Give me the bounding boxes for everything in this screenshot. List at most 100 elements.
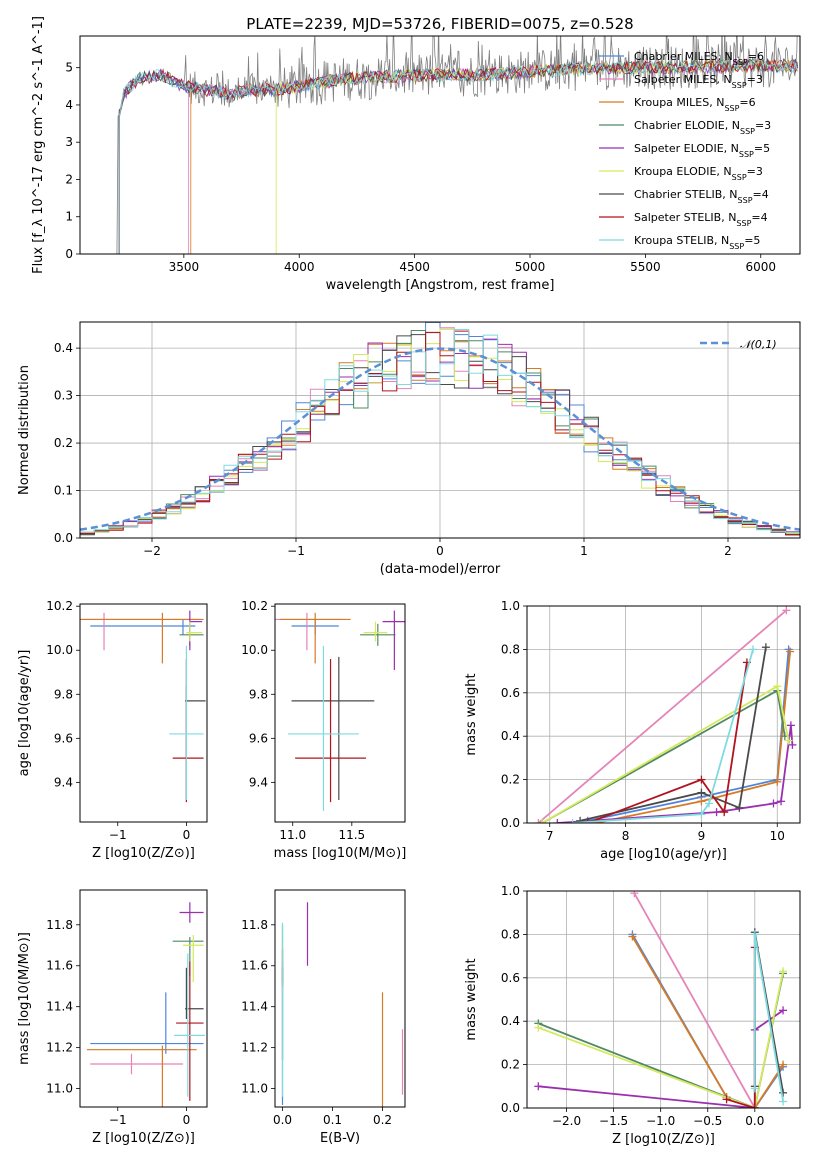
y-tick-label: 0.0 <box>54 531 73 545</box>
weight-marker <box>773 682 782 691</box>
weight-marker <box>769 799 778 808</box>
y-tick-label: 0.3 <box>54 389 73 403</box>
age-vs-Z-frame <box>79 603 208 823</box>
weight-vs-age-panel: 7 8 9 10 0.0 0.2 0.4 0.6 0.8 1.0 age [log10(age/yr… <box>464 599 801 862</box>
residual-histogram-7 <box>80 330 800 536</box>
errorbar-point <box>275 612 343 651</box>
y-tick-label: 0.0 <box>501 816 520 830</box>
x-tick-label: −1 <box>109 1113 127 1127</box>
weight-marker <box>722 1095 731 1104</box>
mass-vs-Z-panel: −1 0 11.0 11.2 11.4 11.6 11.8 Z [log10(Z/Z⊙)] ma… <box>17 889 208 1146</box>
weight-marker <box>538 819 547 823</box>
weight-vs-age-ylabel: mass weight <box>464 673 479 755</box>
weight-marker <box>784 736 793 745</box>
spectrum-xlabel: wavelength [Angstrom, rest frame] <box>326 278 555 293</box>
x-tick-label: −1 <box>109 828 127 842</box>
y-tick-label: 3 <box>65 135 73 149</box>
weight-line-6 <box>579 647 767 822</box>
weight-marker <box>534 1023 543 1032</box>
weight-marker <box>697 775 706 784</box>
legend-entry: Chabrier MILES, NSSP=6 <box>634 50 764 67</box>
mass-vs-EBV-panel: 0.0 0.1 0.2 11.0 11.2 11.4 11.6 11.8 E(B-V) <box>241 889 406 1146</box>
mass-vs-EBV-xlabel: E(B-V) <box>320 1131 360 1146</box>
y-tick-label: 0.8 <box>501 642 520 656</box>
age-vs-mass-panel: 11.0 11.5 9.4 9.6 9.8 10.0 10.2 mass [log10(M/M… <box>241 599 406 861</box>
residuals-plot-area <box>80 322 800 538</box>
weight-marker <box>779 1060 788 1069</box>
weight-marker <box>697 788 706 797</box>
errorbar-point <box>176 961 204 1101</box>
errorbar-point <box>189 610 203 651</box>
y-tick-label: 0.2 <box>501 1058 520 1072</box>
errorbar-point <box>295 659 366 803</box>
mass-vs-Z-frame <box>79 889 208 1108</box>
age-vs-Z-ylabel: age [log10(age/yr)] <box>17 650 32 777</box>
y-tick-label: 1.0 <box>501 599 520 613</box>
legend-entry: Kroupa MILES, NSSP=6 <box>634 96 756 113</box>
y-tick-label: 0.0 <box>501 1101 520 1115</box>
weight-marker <box>583 819 592 823</box>
y-tick-label: 0.4 <box>501 1014 520 1028</box>
spectrum-plot-area <box>116 36 799 254</box>
errorbar-point <box>80 612 204 664</box>
weight-marker <box>779 1097 788 1106</box>
weight-marker <box>697 797 706 806</box>
y-tick-label: 11.2 <box>241 1041 268 1055</box>
x-tick-label: 5000 <box>515 260 546 274</box>
x-tick-label: −1.0 <box>646 1114 675 1128</box>
errorbar-point <box>90 992 204 1054</box>
errorbar-point <box>382 610 405 671</box>
y-tick-label: 2 <box>65 172 73 186</box>
residuals-panel: 𝒩(0,1) −2 −1 0 1 2 0.0 0.1 0.2 0.3 0.4 (data-model)… <box>17 321 801 577</box>
gaussian-reference-curve <box>80 347 800 531</box>
y-tick-label: 9.8 <box>249 687 268 701</box>
y-tick-label: 11.6 <box>46 959 73 973</box>
weight-marker <box>773 777 782 786</box>
weight-marker <box>782 606 791 615</box>
residual-histogram-8 <box>80 329 800 533</box>
y-tick-label: 10.2 <box>241 599 268 613</box>
model-spectrum-8 <box>118 59 799 254</box>
legend-entry: Salpeter ELODIE, NSSP=5 <box>634 142 770 159</box>
y-tick-label: 1 <box>65 210 73 224</box>
legend-entry: Kroupa ELODIE, NSSP=3 <box>634 165 763 182</box>
residuals-ylabel: Normed distribution <box>17 365 32 495</box>
x-tick-label: 6000 <box>745 260 776 274</box>
observed-spectrum <box>116 36 798 254</box>
x-tick-label: 0.1 <box>323 1113 342 1127</box>
weight-marker <box>720 808 729 817</box>
x-tick-label: −2 <box>143 544 161 558</box>
errorbar-point <box>288 645 359 811</box>
legend-entry: Salpeter MILES, NSSP=3 <box>634 73 763 90</box>
x-tick-label: 3500 <box>169 260 200 274</box>
y-tick-label: 0.8 <box>501 927 520 941</box>
y-tick-label: 0.1 <box>54 484 73 498</box>
age-vs-Z-plot-area <box>80 610 206 803</box>
model-spectrum-3 <box>118 59 799 254</box>
age-vs-mass-plot-area <box>275 610 405 811</box>
legend-entry: Salpeter STELIB, NSSP=4 <box>634 211 768 228</box>
x-tick-label: 0.0 <box>273 1113 292 1127</box>
y-tick-label: 5 <box>65 61 73 75</box>
x-tick-label: 4500 <box>399 260 430 274</box>
errorbar-point <box>186 621 203 642</box>
weight-vs-Z-plot-area <box>527 891 800 1108</box>
errorbar-point <box>291 656 375 800</box>
errorbar-point <box>182 935 204 983</box>
weight-line-7 <box>587 662 748 823</box>
x-tick-label: −0.5 <box>693 1114 722 1128</box>
x-tick-label: 2 <box>724 544 732 558</box>
weight-marker <box>534 1082 543 1091</box>
x-tick-label: −1.5 <box>599 1114 628 1128</box>
x-tick-label: 11.5 <box>338 828 365 842</box>
errorbar-point <box>90 1053 183 1075</box>
legend-entry: Chabrier STELIB, NSSP=4 <box>634 188 769 205</box>
x-tick-label: −1 <box>287 544 305 558</box>
x-tick-label: 0.0 <box>745 1114 764 1128</box>
y-tick-label: 10.2 <box>46 599 73 613</box>
errorbar-point <box>90 619 196 635</box>
weight-line-8 <box>753 934 784 1102</box>
weight-line-4 <box>557 725 794 823</box>
age-vs-Z-panel: −1 0 9.4 9.6 9.8 10.0 10.2 Z [log10(Z/Z⊙)] age [… <box>17 599 208 861</box>
